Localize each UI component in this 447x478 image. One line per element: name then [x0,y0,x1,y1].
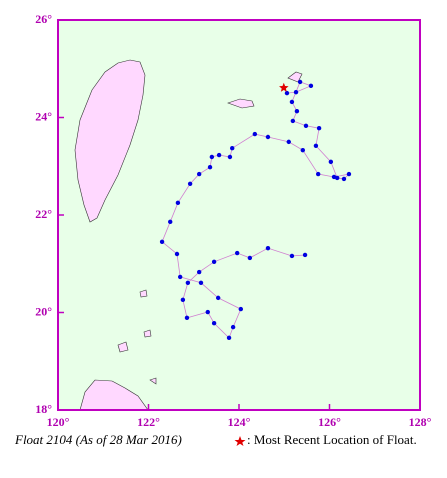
float-position [211,321,217,326]
x-tick-label: 126° [318,415,341,429]
title: Float 2104 (As of 28 Mar 2016) [14,432,182,447]
latest-location [279,82,289,92]
float-position [300,147,306,153]
float-position [290,118,296,124]
island [227,98,255,109]
float-position [297,79,303,85]
float-position [289,99,295,105]
legend-star [234,436,246,446]
x-tick-label: 120° [47,415,70,429]
float-position [252,131,258,137]
float-position [315,171,321,177]
taiwan [74,59,146,223]
float-position [226,335,232,341]
float-position [215,295,221,301]
float-position [302,252,308,258]
float-position [207,165,213,170]
float-position [265,134,271,140]
float-position [265,245,271,251]
float-position [209,154,215,160]
float-position [313,143,319,148]
float-position [346,171,352,177]
float-position [175,200,181,206]
float-position [284,90,290,96]
float-position [187,181,193,186]
float-position [205,309,210,315]
float-position [303,123,309,128]
float-position [289,253,295,259]
float-position [294,108,300,114]
y-tick-label: 24° [35,109,52,123]
float-position [328,159,334,165]
y-tick-label: 20° [35,304,52,318]
luzon [79,379,149,411]
float-position [184,315,190,321]
float-position [159,239,165,245]
float-position [238,306,244,312]
float-position [234,250,240,256]
float-position [316,126,322,131]
trajectory [161,81,351,339]
float-position [180,297,186,303]
island [149,377,157,385]
float-position [168,219,173,225]
float-position [211,259,217,264]
float-position [230,324,236,330]
y-tick-label: 22° [35,207,52,221]
x-tick-label: 122° [137,415,160,429]
x-tick-label: 128° [409,415,432,429]
float-position [177,274,183,280]
y-tick-label: 26° [35,12,52,26]
y-tick-label: 18° [35,402,52,416]
float-position [198,280,204,285]
float-position [293,89,299,95]
float-position [247,255,253,261]
island [117,341,129,353]
float-position [216,152,222,158]
legend-text: : Most Recent Location of Float. [247,432,417,447]
island [287,71,303,83]
float-position [334,175,340,181]
float-position [185,280,191,285]
float-position [196,269,202,275]
x-tick-label: 124° [228,415,251,429]
float-position [341,176,347,182]
float-position [286,139,291,145]
float-position [174,251,180,257]
float-position [196,171,202,177]
float-position [308,83,314,89]
island [139,289,148,298]
island [143,329,152,338]
float-position [227,154,233,160]
float-position [230,146,235,151]
